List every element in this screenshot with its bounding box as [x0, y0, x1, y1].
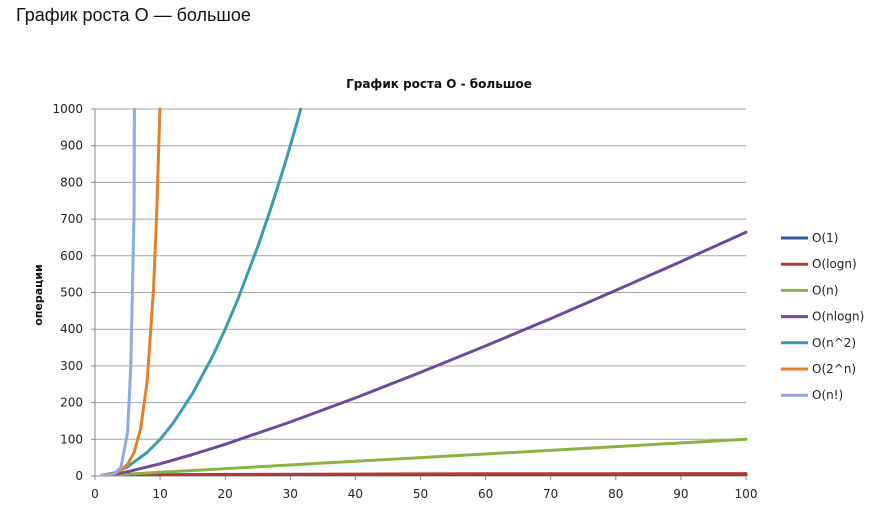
- legend-label-o-1: O(1): [812, 231, 838, 245]
- legend-label-o-2-n: O(2^n): [812, 362, 856, 376]
- series-line-o-n: [100, 437, 748, 476]
- legend-label-o-n: O(n): [812, 283, 838, 297]
- legend-label-o-nlogn: O(nlogn): [812, 310, 864, 324]
- x-tick-label: 0: [91, 487, 99, 501]
- x-tick-label: 20: [218, 487, 233, 501]
- y-tick-label: 600: [60, 249, 83, 263]
- y-tick-label: 0: [75, 469, 83, 483]
- y-tick-label: 900: [60, 139, 83, 153]
- y-tick-label: 800: [60, 175, 83, 189]
- y-tick-label: 1000: [52, 102, 83, 116]
- y-tick-label: 700: [60, 212, 83, 226]
- y-tick-label: 500: [60, 286, 83, 300]
- x-tick-label: 80: [608, 487, 623, 501]
- legend-label-o-logn: O(logn): [812, 257, 857, 271]
- x-tick-label: 30: [283, 487, 298, 501]
- series-line-o-nlogn: [100, 230, 748, 476]
- x-tick-label: 90: [673, 487, 688, 501]
- x-tick-label: 40: [348, 487, 363, 501]
- x-tick-label: 100: [735, 487, 758, 501]
- x-tick-label: 70: [543, 487, 558, 501]
- x-tick-label: 60: [478, 487, 493, 501]
- legend-label-o-n: O(n!): [812, 388, 843, 402]
- y-tick-label: 200: [60, 396, 83, 410]
- y-axis-title: операции: [32, 264, 45, 325]
- series-line-o-n-2: [100, 107, 303, 476]
- x-tick-label: 10: [152, 487, 167, 501]
- chart-title: График роста O - большое: [346, 77, 532, 91]
- y-tick-label: 100: [60, 432, 83, 446]
- y-tick-label: 300: [60, 359, 83, 373]
- y-tick-label: 400: [60, 322, 83, 336]
- series-line-o-logn: [100, 472, 748, 476]
- series-line-o-n: [100, 107, 136, 476]
- grid-lines: [95, 108, 746, 440]
- series-lines: [100, 107, 748, 476]
- legend-label-o-n-2: O(n^2): [812, 336, 856, 350]
- x-tick-label: 50: [413, 487, 428, 501]
- page-heading: График роста O — большое: [16, 5, 251, 25]
- legend: O(1) O(logn) O(n) O(nlogn) O(n^2) O(2^n) O(n!): [781, 231, 864, 402]
